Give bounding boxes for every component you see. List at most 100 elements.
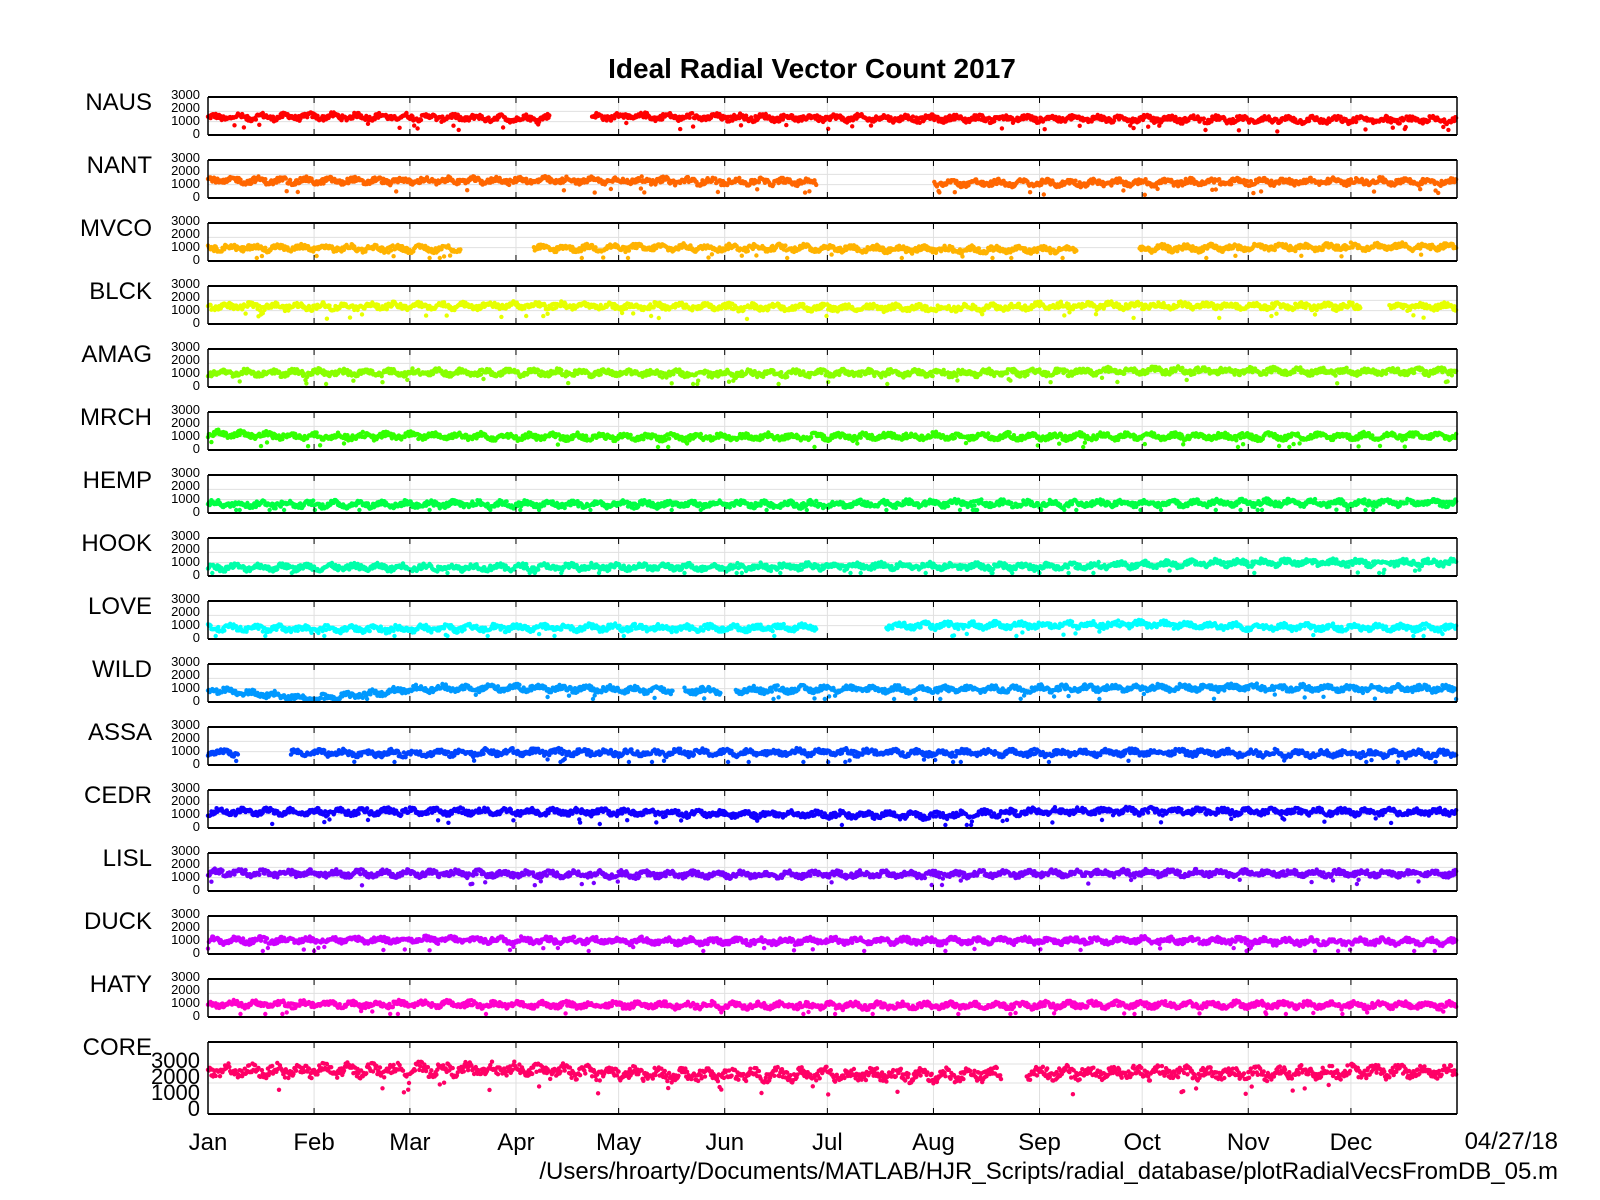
data-point [738, 123, 744, 128]
data-point [814, 182, 819, 188]
data-point [744, 316, 750, 322]
data-point [601, 255, 606, 260]
panels-group: NAUS0100020003000NANT0100020003000MVCO01… [80, 87, 1459, 1121]
y-tick-label: 3000 [171, 87, 200, 102]
data-point [441, 254, 447, 259]
data-point [1041, 192, 1047, 197]
data-point [238, 177, 243, 182]
data-point [709, 252, 715, 257]
data-point [624, 120, 629, 126]
data-point [1299, 253, 1304, 258]
data-point [1436, 190, 1441, 196]
data-point [1275, 129, 1280, 134]
data-point [824, 313, 829, 319]
data-point [1077, 123, 1082, 128]
data-point [232, 123, 237, 128]
data-point [687, 115, 692, 120]
data-point [1009, 255, 1014, 261]
data-point [284, 189, 289, 194]
data-point [1441, 124, 1446, 130]
data-point [625, 255, 631, 261]
data-point [785, 255, 790, 261]
data-point [295, 189, 300, 195]
data-point [690, 124, 696, 129]
data-point [807, 189, 812, 194]
data-point [917, 120, 922, 126]
data-point [437, 255, 442, 261]
data-point [829, 252, 834, 257]
data-point [324, 316, 330, 321]
data-point [999, 126, 1005, 131]
data-point [990, 255, 995, 261]
data-point [899, 255, 904, 261]
data-point [763, 111, 768, 117]
data-point [410, 114, 415, 119]
data-point [799, 118, 804, 123]
series-naus [205, 110, 1459, 134]
data-point [257, 122, 262, 128]
y-tick-label: 1000 [171, 176, 200, 191]
data-point [745, 248, 750, 254]
y-tick-label: 0 [193, 252, 200, 267]
data-point [1229, 182, 1234, 187]
data-point [365, 121, 371, 127]
data-point [592, 190, 597, 195]
data-point [678, 126, 683, 132]
data-point [1353, 119, 1359, 125]
data-point [952, 190, 957, 195]
data-point [444, 313, 449, 318]
data-point [397, 125, 402, 130]
chart-title: Ideal Radial Vector Count 2017 [608, 53, 1016, 84]
data-point [1339, 254, 1344, 259]
data-point [755, 187, 760, 192]
y-tick-label: 0 [193, 189, 200, 204]
data-point [717, 111, 722, 117]
data-point [391, 254, 396, 259]
data-point [253, 117, 259, 122]
data-point [1121, 188, 1126, 193]
data-point [1073, 178, 1078, 183]
data-point [1371, 189, 1377, 194]
data-point [347, 315, 353, 320]
data-point [1042, 127, 1047, 132]
data-point [451, 123, 456, 128]
data-point [656, 315, 661, 321]
data-point [783, 243, 788, 248]
data-point [415, 126, 420, 131]
data-point [1213, 187, 1219, 192]
data-point [506, 182, 512, 188]
data-point [626, 248, 632, 253]
data-point [500, 125, 506, 130]
data-point [1233, 253, 1238, 258]
data-point [412, 123, 417, 128]
data-point [1074, 248, 1079, 253]
data-point [1390, 125, 1396, 130]
data-point [642, 190, 647, 195]
data-point [541, 313, 546, 319]
data-point [1131, 125, 1136, 131]
series-blck [205, 299, 1459, 322]
data-point [1060, 255, 1065, 261]
series-nant [205, 174, 1459, 197]
data-point [1146, 124, 1151, 129]
data-point [561, 188, 567, 193]
data-point [1155, 186, 1160, 192]
y-tick-label: 3000 [171, 150, 200, 165]
station-label: NAUS [85, 89, 152, 116]
data-point [315, 113, 320, 119]
data-point [305, 115, 310, 120]
data-point [254, 255, 259, 261]
y-tick-label: 2000 [171, 163, 200, 178]
data-point [639, 174, 644, 179]
data-point [1142, 192, 1148, 197]
data-point [547, 113, 552, 118]
data-point [1203, 127, 1208, 133]
y-tick-label: 1000 [171, 113, 200, 128]
y-tick-label: 2000 [171, 100, 200, 115]
data-point [802, 190, 808, 195]
y-tick-label: 1000 [171, 239, 200, 254]
data-point [418, 117, 424, 123]
